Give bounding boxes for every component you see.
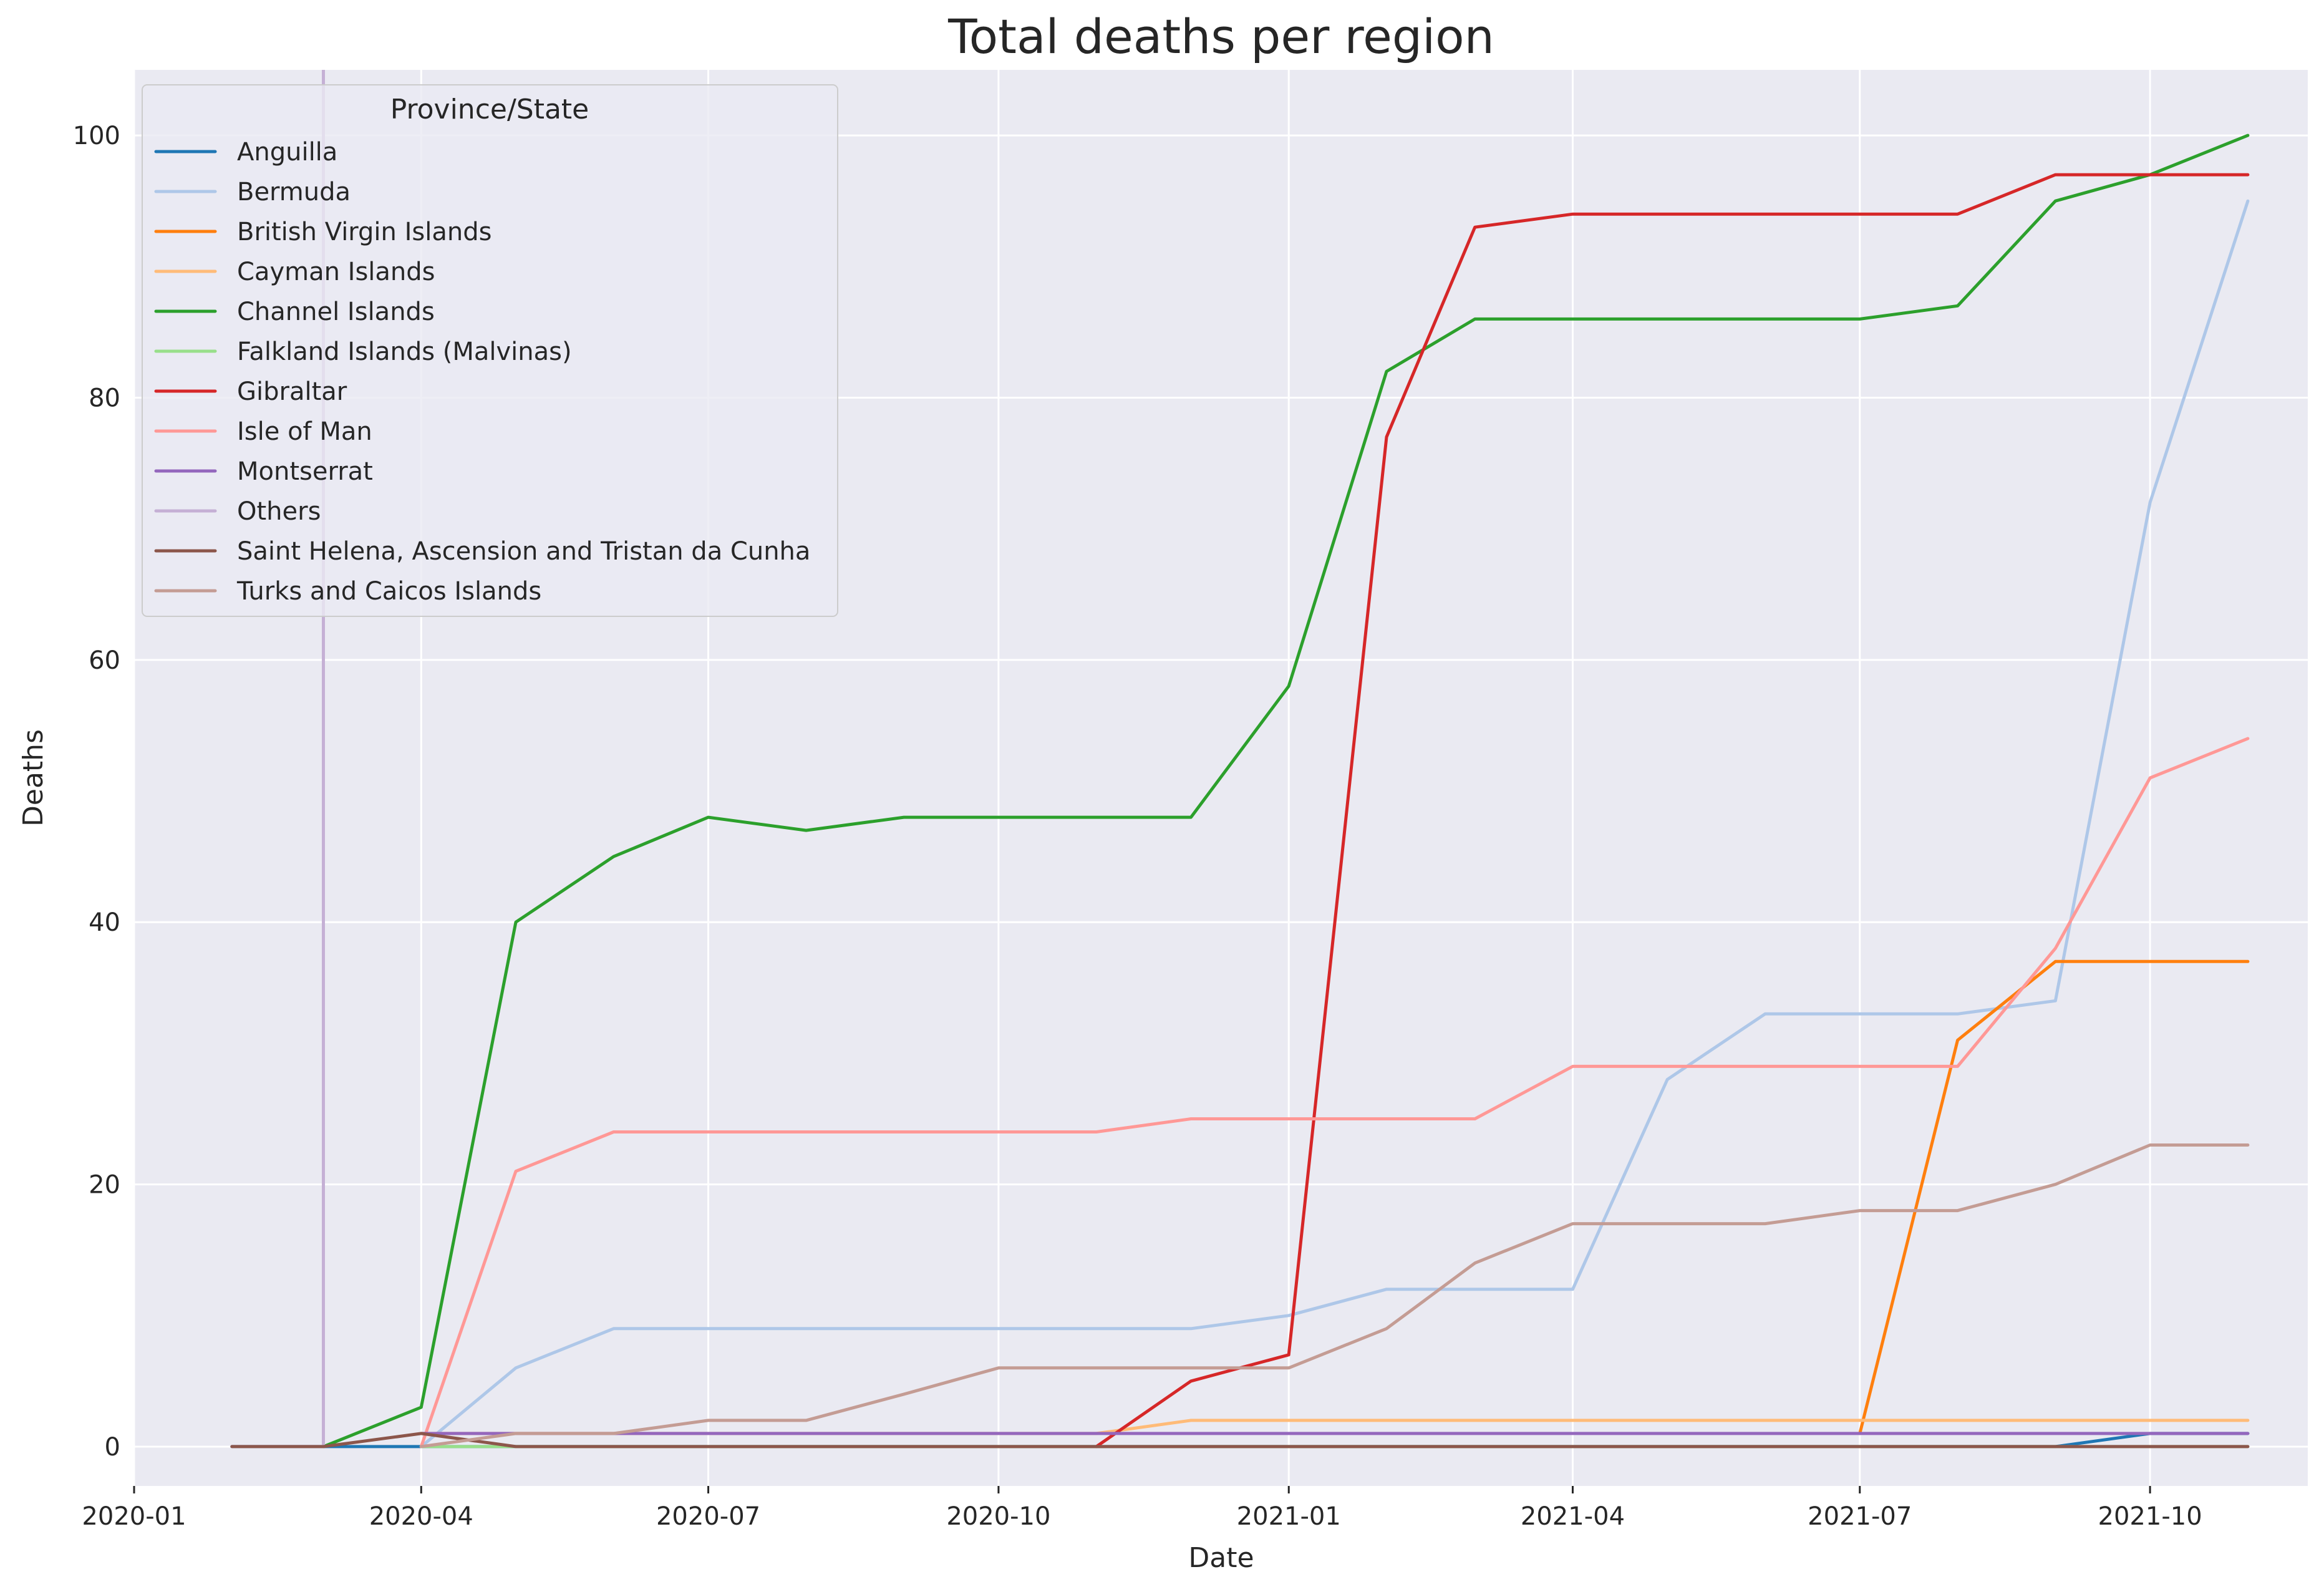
legend-title: Province/State [390,94,589,125]
series-line-gibraltar [1095,173,2250,1449]
y-tick-label: 0 [105,1433,120,1462]
legend-entry-saint-helena-ascension-and-tristan-da-cunha: Saint Helena, Ascension and Tristan da C… [237,537,810,566]
series-line-turks-and-caicos-islands [419,1143,2250,1449]
legend-entry-others: Others [237,497,321,526]
series-line-isle-of-man [419,737,2250,1449]
legend-entry-turks-and-caicos-islands: Turks and Caicos Islands [236,577,541,606]
y-tick-label: 60 [89,646,120,675]
chart-title: Total deaths per region [947,9,1494,64]
legend-box [142,84,838,617]
x-tick-label: 2020-07 [656,1502,760,1531]
x-tick-label: 2020-01 [82,1502,186,1531]
legend-entry-cayman-islands: Cayman Islands [237,258,435,286]
y-tick-label: 100 [73,122,120,150]
y-tick-label: 20 [89,1171,120,1200]
legend-entry-falkland-islands-malvinas: Falkland Islands (Malvinas) [237,337,572,366]
series-line-saint-helena-ascension-and-tristan-da-cunha [230,1432,2250,1449]
legend-entry-channel-islands: Channel Islands [237,298,435,326]
series-line-channel-islands [322,133,2250,1449]
x-tick-label: 2021-01 [1237,1502,1341,1531]
y-axis-label: Deaths [17,729,49,827]
series-line-bermuda [419,199,2250,1449]
x-tick-label: 2021-10 [2098,1502,2202,1531]
x-tick-label: 2021-07 [1808,1502,1912,1531]
legend-entry-bermuda: Bermuda [237,178,351,206]
x-axis-label: Date [1188,1542,1254,1574]
x-tick-label: 2021-04 [1521,1502,1625,1531]
series-lines [230,70,2250,1449]
legend-entry-isle-of-man: Isle of Man [237,417,372,446]
series-line-british-virgin-islands [1858,959,2250,1435]
y-tick-label: 40 [89,908,120,937]
x-tick-label: 2020-10 [946,1502,1050,1531]
x-tick-label: 2020-04 [369,1502,473,1531]
legend-entry-anguilla: Anguilla [237,138,337,167]
tick-labels: 0 20 40 60 80 100 2020-01 2020-04 2020-07 2020-10… [73,122,2202,1531]
y-tick-label: 80 [89,384,120,412]
legend: Province/State Anguilla Bermuda British Vi… [142,84,838,617]
legend-entry-gibraltar: Gibraltar [237,377,347,406]
legend-entry-montserrat: Montserrat [237,457,373,486]
legend-entry-british-virgin-islands: British Virgin Islands [237,218,491,246]
